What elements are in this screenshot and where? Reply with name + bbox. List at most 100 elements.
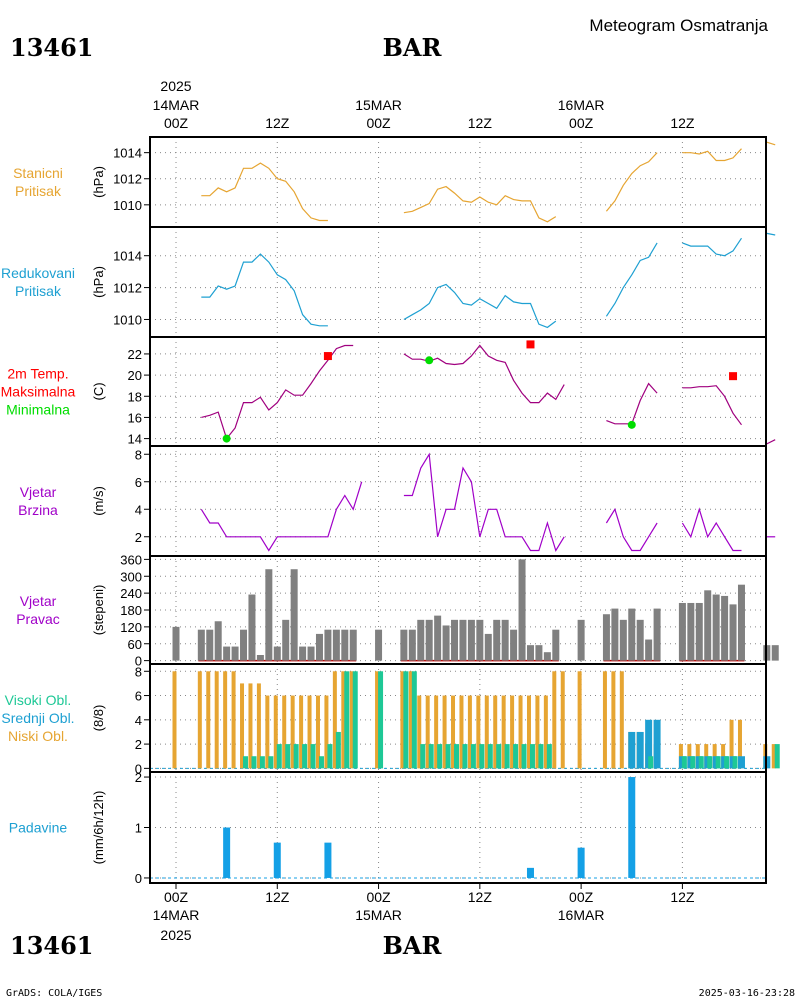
panel-frame [149, 336, 767, 447]
precip-bar [223, 827, 231, 878]
direction-bar [526, 645, 534, 661]
y-tick-label: 120 [120, 620, 142, 635]
station-name-top: BAR [383, 33, 443, 62]
date-label-bottom: 15MAR [355, 907, 402, 923]
cloud-bar-0 [265, 695, 270, 769]
cloud-bar-0 [737, 719, 742, 769]
y-tick-label: 20 [128, 368, 142, 383]
direction-bar [400, 629, 408, 661]
cloud-bar-2 [352, 671, 358, 769]
cloud-bar-2 [504, 744, 510, 769]
panel-label: Visoki Obl. [5, 692, 72, 708]
cloud-bar-2 [335, 731, 341, 769]
cloud-bar-2 [378, 671, 384, 769]
cloud-bar-0 [493, 695, 498, 769]
panel-5: 0 2 4 6 8 (8/8) Visoki Obl. Srednji Obl. Niski O… [1, 663, 780, 776]
direction-bar [231, 646, 239, 661]
cloud-bar-2 [454, 744, 460, 769]
panel-label: Pritisak [15, 183, 62, 199]
y-axis-label: (m/s) [91, 486, 106, 516]
direction-bar [434, 615, 442, 661]
y-tick-label: 1014 [113, 146, 142, 161]
date-label-top: 16MAR [558, 97, 605, 113]
y-tick-label: 8 [135, 664, 142, 679]
series-line [605, 152, 658, 212]
series-line [403, 283, 557, 329]
direction-bar [501, 619, 509, 661]
panel-label: Pravac [16, 611, 60, 627]
y-tick-label: 14 [128, 432, 142, 447]
cloud-bar-2 [521, 744, 527, 769]
time-axis: 00Z 00Z 14MAR 14MAR 12Z 12Z 00Z 00Z 15MAR 15MAR 12… [153, 97, 695, 923]
footer-timestamp: 2025-03-16-23:28 [699, 988, 795, 999]
cloud-bar-0 [206, 671, 211, 769]
direction-bar [459, 619, 467, 661]
cloud-bar-2 [445, 744, 451, 769]
panel-label: Brzina [18, 502, 58, 518]
time-tick-top: 00Z [164, 115, 189, 131]
direction-bar [628, 608, 636, 661]
cloud-bar-2 [648, 756, 654, 769]
cloud-bar-0 [282, 695, 287, 769]
panel-label: Vjetar [20, 484, 57, 500]
cloud-bar-2 [293, 744, 299, 769]
cloud-bar-0 [299, 695, 304, 769]
panel-label: Padavine [9, 820, 68, 836]
max-marker [526, 340, 535, 349]
series-line [682, 385, 742, 426]
series-line [682, 148, 742, 162]
series-line [201, 162, 328, 222]
direction-bar [248, 594, 256, 661]
panel-label: Stanicni [13, 165, 63, 181]
cloud-bar-0 [510, 695, 515, 769]
y-tick-label: 1010 [113, 312, 142, 327]
series-line [403, 185, 557, 223]
direction-bar [197, 629, 205, 661]
direction-bar [349, 629, 357, 661]
panel-label: 2m Temp. [7, 366, 68, 382]
y-tick-label: 1014 [113, 249, 142, 264]
cloud-bar-0 [442, 695, 447, 769]
cloud-bar-2 [513, 744, 519, 769]
panel-frame [149, 136, 767, 228]
date-label-bottom: 16MAR [558, 907, 605, 923]
cloud-bar-2 [428, 744, 434, 769]
direction-bar [223, 646, 231, 661]
cloud-bar-0 [484, 695, 489, 769]
date-label-top: 14MAR [153, 97, 200, 113]
cloud-bar-2 [327, 744, 333, 769]
panel-label: Vjetar [20, 593, 57, 609]
direction-bar [687, 602, 695, 661]
cloud-bar-2 [462, 744, 468, 769]
panel-label: Srednji Obl. [1, 710, 74, 726]
y-tick-label: 18 [128, 389, 142, 404]
cloud-bar-2 [715, 756, 721, 769]
date-label-bottom: 14MAR [153, 907, 200, 923]
cloud-bar-2 [318, 756, 324, 769]
year-top: 2025 [160, 78, 191, 94]
station-id-bottom: 13461 [10, 931, 94, 960]
cloud-bar-0 [476, 695, 481, 769]
direction-bar [602, 614, 610, 661]
cloud-bar-0 [467, 695, 472, 769]
product-title: Meteogram Osmatranja [589, 16, 768, 35]
panel-frame [149, 445, 767, 557]
panel-label: Pritisak [15, 283, 62, 299]
cloud-bar-0 [501, 695, 506, 769]
direction-bar [653, 608, 661, 661]
y-axis-label: (hPa) [91, 266, 106, 298]
cloud-bar-0 [256, 683, 261, 769]
direction-bar [484, 633, 492, 661]
cloud-bar-0 [518, 695, 523, 769]
y-tick-label: 16 [128, 410, 142, 425]
time-tick-bottom: 00Z [164, 889, 189, 905]
cloud-bar-0 [619, 671, 624, 769]
series-line [605, 507, 658, 552]
y-tick-label: 1012 [113, 281, 142, 296]
direction-bar [172, 626, 180, 661]
cloud-bar-0 [231, 671, 236, 769]
cloud-bar-0 [248, 683, 253, 769]
direction-bar [493, 619, 501, 661]
cloud-bar-1 [653, 719, 661, 769]
cloud-bar-2 [496, 744, 502, 769]
